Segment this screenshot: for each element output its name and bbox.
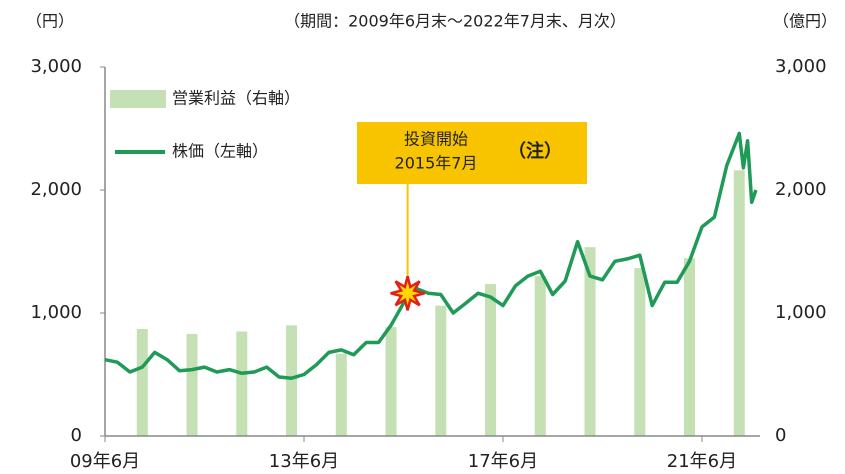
bar xyxy=(534,276,546,436)
bar xyxy=(136,328,148,436)
bar xyxy=(684,258,696,436)
bar xyxy=(385,327,397,436)
annotation-text: 2015年7月 xyxy=(395,154,478,173)
y-tick-label: 1,000 xyxy=(30,302,82,323)
bar xyxy=(335,353,347,436)
y-axis-label: （円） xyxy=(26,12,74,31)
bar xyxy=(236,331,248,436)
annotation-box xyxy=(357,122,587,184)
bar xyxy=(634,268,646,436)
x-tick-label: 13年6月 xyxy=(269,451,339,472)
y2-tick-label: 3,000 xyxy=(775,56,827,77)
y2-tick-label: 0 xyxy=(775,425,786,446)
bar xyxy=(485,284,497,436)
y-tick-label: 3,000 xyxy=(30,56,82,77)
y2-tick-label: 2,000 xyxy=(775,179,827,200)
legend-label: 営業利益（右軸） xyxy=(172,89,300,108)
annotation-text: 投資開始 xyxy=(404,130,468,149)
legend-label: 株価（左軸） xyxy=(172,142,268,161)
annotation-note: （注） xyxy=(508,140,562,162)
x-tick-label: 21年6月 xyxy=(667,451,737,472)
y-tick-label: 0 xyxy=(71,425,82,446)
x-tick-label: 09年6月 xyxy=(70,451,140,472)
y-tick-label: 2,000 xyxy=(30,179,82,200)
y2-axis-label: （億円） xyxy=(773,12,837,31)
chart-title: （期間：2009年6月末～2022年7月末、月次） xyxy=(284,12,626,31)
bar xyxy=(186,333,198,436)
bar xyxy=(733,170,745,436)
bar xyxy=(286,325,298,436)
line xyxy=(104,131,758,380)
annotation-star xyxy=(390,275,425,311)
x-tick-label: 17年6月 xyxy=(468,451,538,472)
bar xyxy=(584,247,596,436)
legend-swatch xyxy=(110,90,166,108)
bar xyxy=(435,305,447,436)
y2-tick-label: 1,000 xyxy=(775,302,827,323)
